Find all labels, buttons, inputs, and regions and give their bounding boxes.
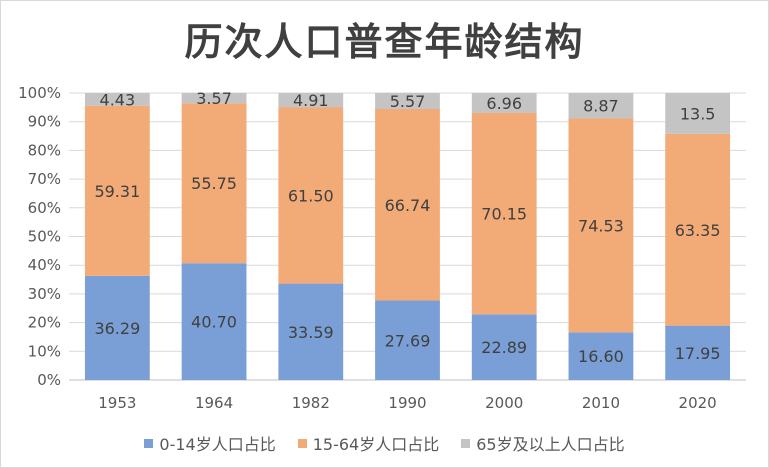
bar-segment-3 [665,93,731,134]
x-tick-label: 2000 [485,394,523,412]
bar-segment-2 [665,133,731,326]
bar-segment-1 [375,300,440,380]
data-label: 22.89 [481,338,527,357]
legend-swatch [461,438,471,448]
chart-title: 历次人口普查年龄结构 [184,20,585,64]
legend-label: 0-14岁人口占比 [159,435,276,454]
data-label: 33.59 [288,323,334,342]
legend-swatch [297,438,307,448]
data-label: 70.15 [481,205,527,224]
data-label: 17.95 [675,344,721,363]
y-tick-label: 10% [28,342,61,360]
data-label: 16.60 [578,347,624,366]
x-tick-label: 1964 [195,394,233,412]
bar-segment-1 [84,275,150,380]
data-label: 6.96 [486,94,522,113]
bar-segment-3 [375,93,440,109]
legend-item-3: 65岁及以上人口占比 [461,431,625,455]
y-tick-label: 70% [28,170,61,188]
y-tick-label: 50% [28,228,61,246]
bar-segment-3 [568,93,634,119]
data-label: 3.57 [196,89,232,108]
y-tick-label: 90% [28,113,61,131]
y-tick-label: 0% [37,371,61,389]
bar-segment-3 [278,93,344,108]
data-label: 55.75 [191,174,237,193]
data-label: 5.57 [390,92,426,111]
bar-segment-3 [471,93,537,113]
legend-swatch [144,438,154,448]
bar-segment-1 [471,314,537,380]
bar-segment-2 [568,118,634,333]
x-tick-label: 2010 [582,394,620,412]
data-label: 59.31 [94,182,140,201]
legend-item-1: 0-14岁人口占比 [144,431,276,455]
y-tick-label: 40% [28,256,61,274]
x-tick-label: 1953 [98,394,136,412]
legend-item-2: 15-64岁人口占比 [297,431,440,455]
legend-label: 65岁及以上人口占比 [476,435,625,454]
bar-segment-1 [278,283,344,380]
y-tick-label: 60% [28,199,61,217]
y-tick-label: 80% [28,141,61,159]
data-label: 27.69 [385,331,431,350]
data-label: 66.74 [385,196,431,215]
data-label: 4.43 [100,90,136,109]
bar-segment-1 [181,263,247,380]
x-tick-label: 1990 [388,394,426,412]
y-tick-label: 30% [28,285,61,303]
data-label: 36.29 [94,319,140,338]
data-label: 74.53 [578,216,624,235]
data-label: 4.91 [293,91,329,110]
chart-legend: 0-14岁人口占比 15-64岁人口占比 65岁及以上人口占比 [1,431,768,455]
data-label: 13.5 [680,104,716,123]
x-tick-label: 2020 [679,394,717,412]
bar-segment-2 [278,107,344,284]
y-tick-label: 20% [28,314,61,332]
bar-segment-3 [181,93,247,104]
bar-segment-1 [568,332,634,380]
y-tick-label: 100% [18,84,61,102]
x-tick-label: 1982 [292,394,330,412]
bar-segment-2 [471,112,537,315]
data-label: 63.35 [675,221,721,240]
bar-segment-2 [375,108,440,301]
bar-segment-1 [665,325,731,380]
data-label: 8.87 [583,97,619,116]
bar-segment-2 [181,103,247,264]
data-label: 61.50 [288,186,334,205]
legend-label: 15-64岁人口占比 [312,435,440,454]
bar-segment-2 [84,105,150,276]
data-label: 40.70 [191,313,237,332]
bar-segment-3 [84,93,150,106]
